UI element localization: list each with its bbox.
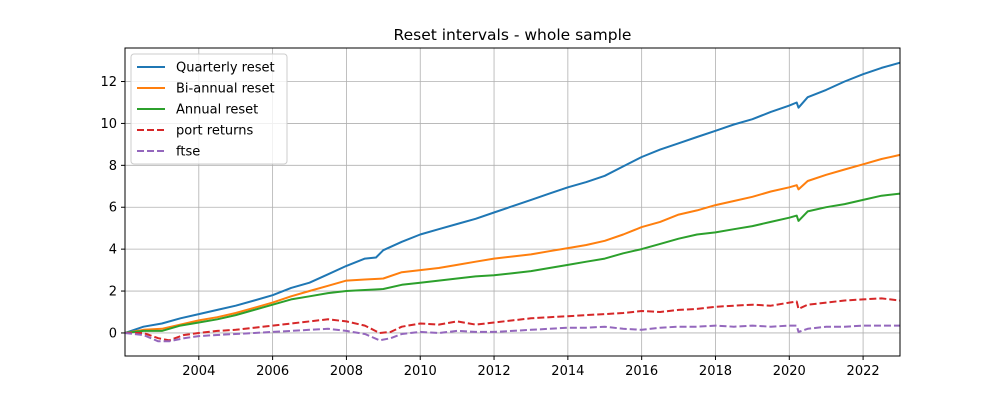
plot-frame [124, 47, 901, 357]
y-tick-label: 6 [109, 201, 117, 216]
series-line-3 [124, 192, 901, 334]
y-axis: 0 2 4 6 8 10 12 [100, 75, 125, 341]
x-tick-label: 2018 [699, 364, 732, 379]
y-tick-label: 4 [109, 243, 117, 258]
series-lines [124, 61, 901, 343]
series-line-5 [124, 324, 900, 343]
legend-label: Quarterly reset [176, 61, 275, 76]
chart-title: Reset intervals - whole sample [394, 26, 632, 44]
x-tick-label: 2016 [625, 364, 658, 379]
legend-label: Annual reset [176, 103, 258, 118]
x-tick-label: 2010 [404, 364, 437, 379]
legend-label: port returns [176, 124, 254, 139]
series-line-2 [124, 153, 901, 334]
legend-box [130, 53, 288, 165]
legend-label: Bi-annual reset [176, 82, 275, 97]
x-tick-label: 2014 [551, 364, 584, 379]
legend: Quarterly reset Bi-annual reset Annual res… [130, 53, 288, 165]
legend-label: ftse [176, 145, 200, 160]
y-tick-label: 12 [100, 75, 117, 90]
y-tick-label: 2 [109, 285, 117, 300]
series-line-4 [125, 297, 901, 342]
y-tick-label: 8 [109, 159, 117, 174]
y-tick-label: 10 [100, 117, 117, 132]
x-tick-label: 2004 [182, 364, 215, 379]
x-tick-label: 2006 [256, 364, 289, 379]
series-line-1 [124, 61, 901, 334]
x-tick-label: 2022 [847, 364, 880, 379]
x-tick-label: 2020 [773, 364, 806, 379]
y-tick-label: 0 [109, 326, 117, 341]
x-tick-label: 2012 [478, 364, 511, 379]
x-tick-label: 2008 [330, 364, 363, 379]
x-axis: 2004 2006 2008 2010 2012 2014 2016 2018 2020 2022 [182, 356, 880, 379]
